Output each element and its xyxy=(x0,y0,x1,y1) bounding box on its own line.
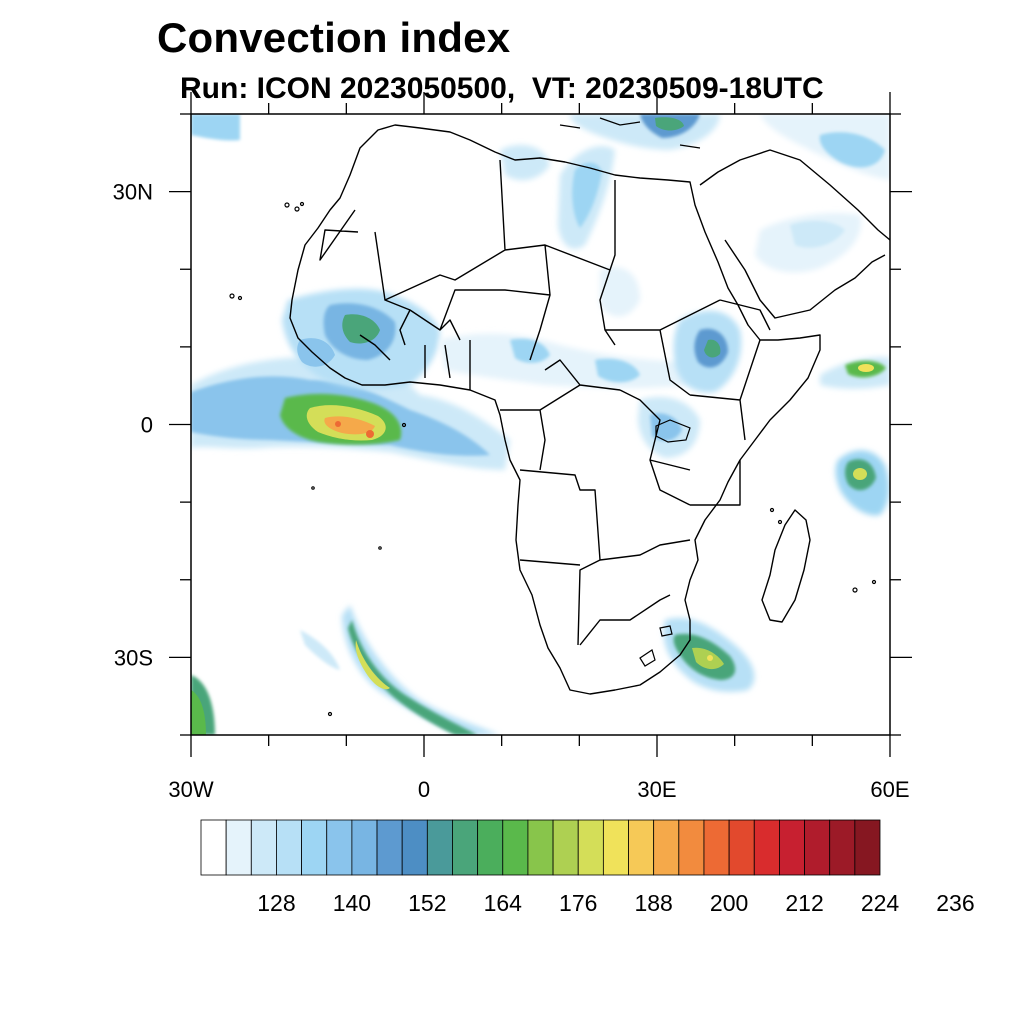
lon-tick-label: 30W xyxy=(168,777,213,802)
convection-sahel xyxy=(440,333,690,389)
colorbar-swatch xyxy=(552,819,579,876)
colorbar-swatch xyxy=(678,819,705,876)
convection-west-africa xyxy=(282,288,440,390)
convection-southwest-corner xyxy=(191,675,215,735)
convection-south-atlantic-band xyxy=(300,605,500,735)
axis-tick-labels: 30N 0 30S 30W 0 30E 60E xyxy=(113,180,910,802)
border-lines xyxy=(319,159,771,646)
colorbar-swatch xyxy=(250,819,277,876)
colorbar-swatch xyxy=(779,819,805,876)
lat-tick-label: 30S xyxy=(114,645,153,670)
colorbar-swatch xyxy=(502,819,529,876)
colorbar-swatch xyxy=(477,819,504,876)
colorbar-label: 152 xyxy=(408,890,446,916)
colorbar-label: 236 xyxy=(936,890,974,916)
convection-indian-ocean xyxy=(835,450,890,516)
convection-south-africa-coast xyxy=(663,617,755,692)
colorbar-swatch xyxy=(628,819,655,876)
colorbar-swatch xyxy=(577,819,604,876)
convection-gulf-of-guinea xyxy=(191,355,510,470)
axis-ticks xyxy=(169,92,912,757)
convection-ethiopia xyxy=(673,310,742,393)
colorbar-swatch xyxy=(200,819,227,876)
colorbar-swatch xyxy=(426,819,453,876)
colorbar-label: 224 xyxy=(861,890,900,916)
convection-arabia xyxy=(755,213,861,273)
convection-shading xyxy=(191,114,890,735)
chart-title: Convection index xyxy=(157,14,511,61)
colorbar-swatch xyxy=(527,819,554,876)
madagascar xyxy=(761,509,811,623)
map-panel xyxy=(191,114,890,735)
country-borders xyxy=(289,124,890,695)
colorbar-swatch xyxy=(653,819,680,876)
lat-tick-label: 30N xyxy=(113,180,153,205)
colorbar-label: 200 xyxy=(710,890,748,916)
colorbar-swatch xyxy=(602,819,629,876)
colorbar-label: 188 xyxy=(634,890,672,916)
colorbar-swatch xyxy=(829,819,856,876)
colorbar-label: 212 xyxy=(785,890,823,916)
colorbar-swatch xyxy=(753,819,780,876)
colorbar-label: 164 xyxy=(484,890,523,916)
colorbar-swatch xyxy=(326,819,353,876)
colorbar-swatch xyxy=(452,819,479,876)
convection-north-africa xyxy=(500,145,640,317)
colorbar-swatch xyxy=(703,819,730,876)
colorbar-labels: 128 140 152 164 176 188 200 212 224 236 xyxy=(257,890,974,916)
colorbar-swatch xyxy=(225,819,252,876)
convection-arabian-sea xyxy=(820,357,890,389)
islands xyxy=(229,117,877,717)
convection-east-africa xyxy=(638,396,700,458)
arabia-coast xyxy=(699,149,890,319)
colorbar-swatch xyxy=(401,819,428,876)
lon-tick-label: 60E xyxy=(870,777,909,802)
lon-tick-label: 0 xyxy=(418,777,430,802)
lon-tick-label: 30E xyxy=(637,777,676,802)
chart-subtitle: Run: ICON 2023050500, VT: 20230509-18UTC xyxy=(180,72,824,105)
convection-mediterranean xyxy=(191,114,890,180)
colorbar-swatch xyxy=(276,819,302,876)
lat-tick-label: 0 xyxy=(141,413,153,438)
colorbar-swatch xyxy=(728,819,755,876)
colorbar-label: 176 xyxy=(559,890,597,916)
colorbar-swatch xyxy=(854,819,881,876)
colorbar-swatch xyxy=(301,819,328,876)
colorbar xyxy=(200,819,881,876)
colorbar-swatch xyxy=(351,819,378,876)
colorbar-label: 128 xyxy=(257,890,295,916)
colorbar-label: 140 xyxy=(333,890,371,916)
colorbar-swatch xyxy=(804,819,831,876)
colorbar-swatch xyxy=(376,819,403,876)
africa-coastline xyxy=(289,124,821,695)
